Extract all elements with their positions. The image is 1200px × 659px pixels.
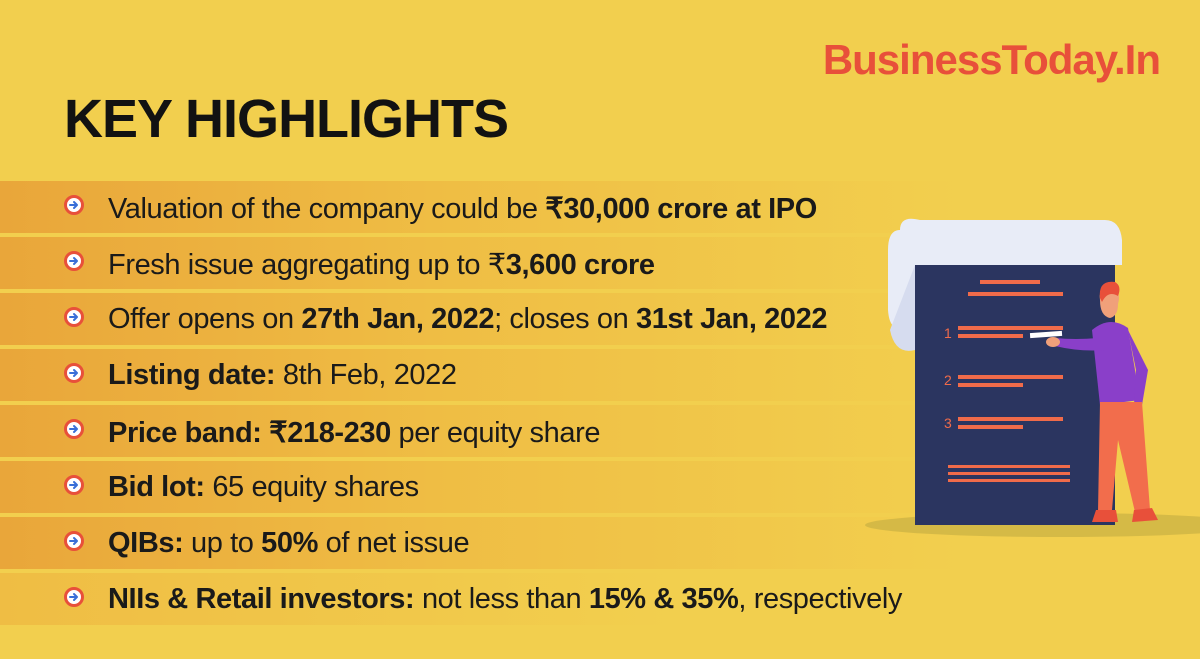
step-number-1: 1 (944, 325, 952, 341)
highlight-text: Price band: ₹218-230 per equity share (108, 417, 601, 449)
highlight-row: Price band: ₹218-230 per equity share (0, 405, 960, 457)
paper-roll-icon (888, 218, 1122, 328)
arrow-bullet-icon (64, 307, 84, 327)
highlight-row: Fresh issue aggregating up to ₹3,600 cro… (0, 237, 960, 289)
step-number-2: 2 (944, 372, 952, 388)
presentation-board-illustration: 1 2 3 (865, 218, 1200, 537)
highlight-text: Valuation of the company could be ₹30,00… (108, 193, 817, 225)
highlight-text: Fresh issue aggregating up to ₹3,600 cro… (108, 249, 655, 281)
highlight-row: NIIs & Retail investors: not less than 1… (0, 573, 960, 625)
board-icon (915, 260, 1115, 525)
highlight-text: NIIs & Retail investors: not less than 1… (108, 583, 903, 615)
presenter-person-icon (1029, 281, 1158, 522)
highlight-row: Valuation of the company could be ₹30,00… (0, 181, 960, 233)
highlight-text: Offer opens on 27th Jan, 2022; closes on… (108, 303, 828, 335)
arrow-bullet-icon (64, 363, 84, 383)
highlight-row: Listing date: 8th Feb, 2022 (0, 349, 960, 401)
brand-logo: BusinessToday.In (822, 36, 1161, 83)
highlight-text: Listing date: 8th Feb, 2022 (108, 359, 457, 391)
highlight-text: Bid lot: 65 equity shares (108, 471, 419, 503)
arrow-bullet-icon (64, 419, 84, 439)
arrow-bullet-icon (64, 587, 84, 607)
arrow-bullet-icon (64, 475, 84, 495)
highlight-row: QIBs: up to 50% of net issue (0, 517, 960, 569)
step-number-3: 3 (944, 415, 952, 431)
highlights-list: Valuation of the company could be ₹30,00… (0, 181, 960, 629)
arrow-bullet-icon (64, 531, 84, 551)
arrow-bullet-icon (64, 251, 84, 271)
highlight-row: Offer opens on 27th Jan, 2022; closes on… (0, 293, 960, 345)
highlight-text: QIBs: up to 50% of net issue (108, 527, 470, 559)
highlight-row: Bid lot: 65 equity shares (0, 461, 960, 513)
arrow-bullet-icon (64, 195, 84, 215)
page-title: KEY HIGHLIGHTS (64, 89, 509, 149)
